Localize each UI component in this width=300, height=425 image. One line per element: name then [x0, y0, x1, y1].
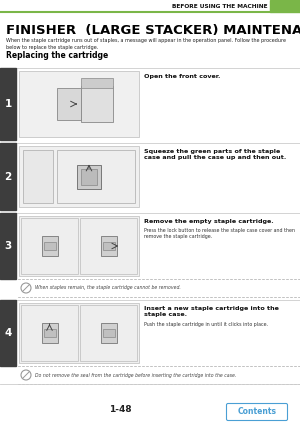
Text: Press the lock button to release the staple case cover and then
remove the stapl: Press the lock button to release the sta… — [144, 228, 295, 239]
Bar — [270, 0, 300, 12]
Bar — [81, 168, 97, 184]
Text: Push the staple cartridge in until it clicks into place.: Push the staple cartridge in until it cl… — [144, 322, 268, 327]
Bar — [41, 236, 58, 256]
Bar — [44, 242, 56, 250]
Bar — [21, 218, 78, 274]
Bar — [0, 0, 300, 12]
Bar — [23, 150, 53, 203]
Bar — [77, 164, 101, 189]
Text: 4: 4 — [4, 328, 12, 338]
Bar — [0, 213, 16, 279]
Bar — [21, 305, 78, 361]
Text: Open the front cover.: Open the front cover. — [144, 74, 220, 79]
Text: BEFORE USING THE MACHINE: BEFORE USING THE MACHINE — [172, 3, 268, 8]
Bar — [19, 146, 139, 207]
Bar — [0, 143, 16, 210]
Bar — [57, 88, 81, 120]
Bar — [19, 216, 139, 276]
Bar — [57, 150, 135, 203]
Bar — [100, 323, 116, 343]
Text: Contents: Contents — [238, 408, 277, 416]
Bar — [80, 305, 137, 361]
Bar — [80, 218, 137, 274]
Bar — [81, 86, 113, 122]
Bar — [103, 242, 115, 250]
Text: FINISHER  (LARGE STACKER) MAINTENANCE: FINISHER (LARGE STACKER) MAINTENANCE — [6, 24, 300, 37]
Bar — [19, 71, 139, 137]
Bar — [19, 303, 139, 363]
Bar — [0, 68, 16, 140]
Bar — [81, 78, 113, 88]
Text: 3: 3 — [4, 241, 12, 251]
Text: Remove the empty staple cartridge.: Remove the empty staple cartridge. — [144, 219, 274, 224]
Bar — [103, 329, 115, 337]
Text: Replacing the cartridge: Replacing the cartridge — [6, 51, 108, 60]
Bar — [41, 323, 58, 343]
Text: Do not remove the seal from the cartridge before inserting the cartridge into th: Do not remove the seal from the cartridg… — [35, 372, 236, 377]
Bar — [0, 300, 16, 366]
Text: Insert a new staple cartridge into the
staple case.: Insert a new staple cartridge into the s… — [144, 306, 279, 317]
Bar — [100, 236, 116, 256]
Text: When the staple cartridge runs out of staples, a message will appear in the oper: When the staple cartridge runs out of st… — [6, 38, 286, 50]
Text: When staples remain, the staple cartridge cannot be removed.: When staples remain, the staple cartridg… — [35, 286, 181, 291]
Text: 1-48: 1-48 — [109, 405, 131, 414]
Bar — [44, 329, 56, 337]
Text: Squeeze the green parts of the staple
case and pull the case up and then out.: Squeeze the green parts of the staple ca… — [144, 149, 286, 160]
Text: 2: 2 — [4, 172, 12, 181]
Text: 1: 1 — [4, 99, 12, 109]
FancyBboxPatch shape — [226, 403, 287, 420]
